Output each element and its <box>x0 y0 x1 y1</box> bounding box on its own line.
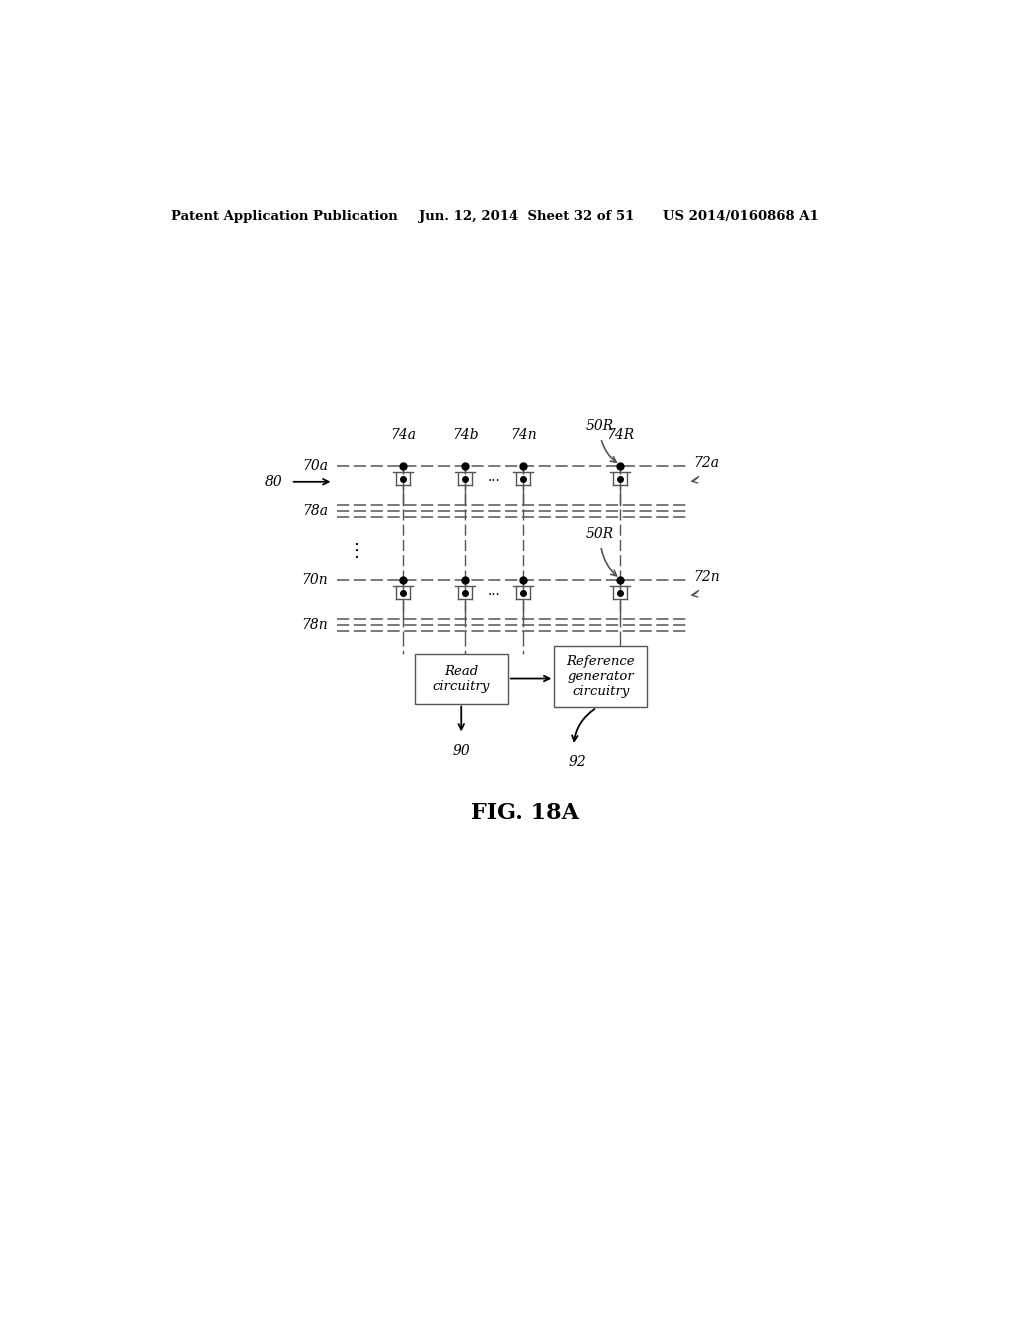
Text: 74R: 74R <box>606 428 634 442</box>
Text: 50R: 50R <box>586 527 613 541</box>
Text: 90: 90 <box>453 743 470 758</box>
Text: 92: 92 <box>568 755 587 770</box>
Text: 72n: 72n <box>693 569 720 583</box>
Text: 50R: 50R <box>586 420 613 433</box>
Text: Patent Application Publication: Patent Application Publication <box>171 210 397 223</box>
Text: 72a: 72a <box>693 455 720 470</box>
Text: ⋮: ⋮ <box>347 543 366 560</box>
Text: Jun. 12, 2014  Sheet 32 of 51: Jun. 12, 2014 Sheet 32 of 51 <box>419 210 634 223</box>
FancyBboxPatch shape <box>554 645 647 708</box>
Text: Reference
generator
circuitry: Reference generator circuitry <box>566 655 635 698</box>
Text: 74a: 74a <box>390 428 416 442</box>
Text: 78a: 78a <box>302 504 328 517</box>
Text: 70n: 70n <box>301 573 328 587</box>
Text: Read
circuitry: Read circuitry <box>432 664 489 693</box>
Text: 74b: 74b <box>452 428 478 442</box>
Text: US 2014/0160868 A1: US 2014/0160868 A1 <box>663 210 818 223</box>
Text: ...: ... <box>487 585 501 598</box>
Text: 78n: 78n <box>301 618 328 632</box>
Text: FIG. 18A: FIG. 18A <box>471 801 579 824</box>
Text: 70a: 70a <box>302 459 328 474</box>
Text: 74n: 74n <box>510 428 537 442</box>
Text: ...: ... <box>487 470 501 484</box>
FancyBboxPatch shape <box>415 653 508 704</box>
Text: 80: 80 <box>265 475 283 488</box>
